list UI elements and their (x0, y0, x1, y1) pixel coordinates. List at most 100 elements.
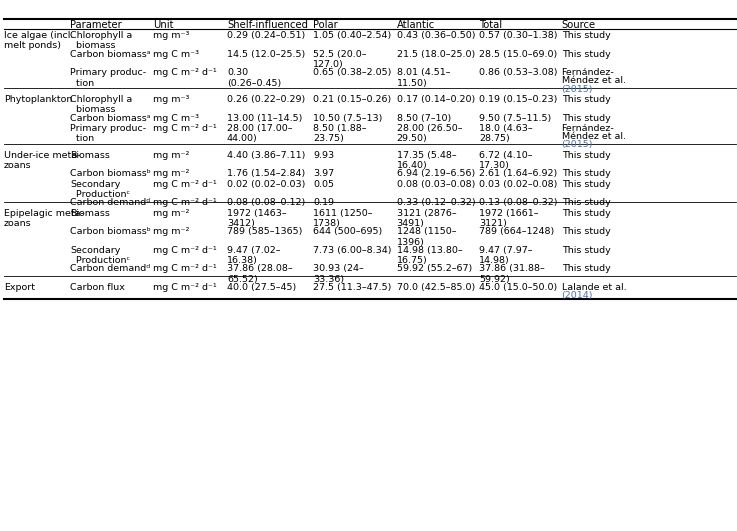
Text: Lalande et al.: Lalande et al. (562, 283, 626, 292)
Text: 70.0 (42.5–85.0): 70.0 (42.5–85.0) (397, 283, 475, 292)
Text: 0.19 (0.15–0.23): 0.19 (0.15–0.23) (479, 95, 557, 104)
Text: mg m⁻²: mg m⁻² (153, 227, 189, 236)
Text: 27.5 (11.3–47.5): 27.5 (11.3–47.5) (313, 283, 391, 292)
Text: 8.50 (7–10): 8.50 (7–10) (397, 114, 451, 123)
Text: Carbon biomassᵃ: Carbon biomassᵃ (70, 114, 150, 123)
Text: 28.5 (15.0–69.0): 28.5 (15.0–69.0) (479, 50, 557, 58)
Text: 17.35 (5.48–
16.40): 17.35 (5.48– 16.40) (397, 151, 456, 170)
Text: Ice algae (incl.
melt ponds): Ice algae (incl. melt ponds) (4, 31, 73, 50)
Text: (2015): (2015) (562, 85, 593, 93)
Text: This study: This study (562, 264, 610, 273)
Text: 4.40 (3.86–7.11): 4.40 (3.86–7.11) (227, 151, 305, 160)
Text: 0.29 (0.24–0.51): 0.29 (0.24–0.51) (227, 31, 305, 40)
Text: 789 (664–1248): 789 (664–1248) (479, 227, 554, 236)
Text: mg C m⁻² d⁻¹: mg C m⁻² d⁻¹ (153, 180, 217, 189)
Text: This study: This study (562, 180, 610, 189)
Text: 28.00 (26.50–
29.50): 28.00 (26.50– 29.50) (397, 124, 462, 143)
Text: Phytoplankton: Phytoplankton (4, 95, 72, 104)
Text: 0.21 (0.15–0.26): 0.21 (0.15–0.26) (313, 95, 391, 104)
Text: 0.08 (0.08–0.12): 0.08 (0.08–0.12) (227, 199, 305, 207)
Text: mg m⁻²: mg m⁻² (153, 209, 189, 218)
Text: mg m⁻²: mg m⁻² (153, 151, 189, 160)
Text: 3121 (2876–
3491): 3121 (2876– 3491) (397, 209, 456, 228)
Text: Secondary
  Productionᶜ: Secondary Productionᶜ (70, 246, 130, 266)
Text: 10.50 (7.5–13): 10.50 (7.5–13) (313, 114, 383, 123)
Text: Primary produc-
  tion: Primary produc- tion (70, 68, 146, 88)
Text: 1972 (1661–
3121): 1972 (1661– 3121) (479, 209, 539, 228)
Text: mg C m⁻² d⁻¹: mg C m⁻² d⁻¹ (153, 246, 217, 255)
Text: 9.47 (7.97–
14.98): 9.47 (7.97– 14.98) (479, 246, 533, 266)
Text: This study: This study (562, 227, 610, 236)
Text: 9.50 (7.5–11.5): 9.50 (7.5–11.5) (479, 114, 551, 123)
Text: 0.02 (0.02–0.03): 0.02 (0.02–0.03) (227, 180, 305, 189)
Text: 0.65 (0.38–2.05): 0.65 (0.38–2.05) (313, 68, 391, 77)
Text: mg m⁻³: mg m⁻³ (153, 95, 189, 104)
Text: mg C m⁻³: mg C m⁻³ (153, 114, 199, 123)
Text: Source: Source (562, 20, 595, 30)
Text: Carbon biomassᵃ: Carbon biomassᵃ (70, 50, 150, 58)
Text: Biomass: Biomass (70, 209, 110, 218)
Text: 0.86 (0.53–3.08): 0.86 (0.53–3.08) (479, 68, 558, 77)
Text: mg C m⁻² d⁻¹: mg C m⁻² d⁻¹ (153, 68, 217, 77)
Text: 9.47 (7.02–
16.38): 9.47 (7.02– 16.38) (227, 246, 281, 266)
Text: Shelf-influenced: Shelf-influenced (227, 20, 308, 30)
Text: Carbon biomassᵇ: Carbon biomassᵇ (70, 227, 151, 236)
Text: Epipelagic meta-
zoans: Epipelagic meta- zoans (4, 209, 83, 228)
Text: 37.86 (28.08–
65.52): 37.86 (28.08– 65.52) (227, 264, 293, 284)
Text: 13.00 (11–14.5): 13.00 (11–14.5) (227, 114, 302, 123)
Text: 30.93 (24–
33.36): 30.93 (24– 33.36) (313, 264, 364, 284)
Text: Fernández-: Fernández- (562, 68, 615, 77)
Text: This study: This study (562, 50, 610, 58)
Text: 1248 (1150–
1396): 1248 (1150– 1396) (397, 227, 456, 247)
Text: This study: This study (562, 199, 610, 207)
Text: 9.93: 9.93 (313, 151, 335, 160)
Text: 52.5 (20.0–
127.0): 52.5 (20.0– 127.0) (313, 50, 367, 69)
Text: mg C m⁻² d⁻¹: mg C m⁻² d⁻¹ (153, 199, 217, 207)
Text: Carbon biomassᵇ: Carbon biomassᵇ (70, 169, 151, 178)
Text: 37.86 (31.88–
59.92): 37.86 (31.88– 59.92) (479, 264, 545, 284)
Text: 1.76 (1.54–2.84): 1.76 (1.54–2.84) (227, 169, 305, 178)
Text: 45.0 (15.0–50.0): 45.0 (15.0–50.0) (479, 283, 557, 292)
Text: Secondary
  Productionᶜ: Secondary Productionᶜ (70, 180, 130, 199)
Text: 0.43 (0.36–0.50): 0.43 (0.36–0.50) (397, 31, 475, 40)
Text: 21.5 (18.0–25.0): 21.5 (18.0–25.0) (397, 50, 475, 58)
Text: Export: Export (4, 283, 35, 292)
Text: 7.73 (6.00–8.34): 7.73 (6.00–8.34) (313, 246, 392, 255)
Text: This study: This study (562, 114, 610, 123)
Text: 0.05: 0.05 (313, 180, 334, 189)
Text: mg C m⁻² d⁻¹: mg C m⁻² d⁻¹ (153, 264, 217, 273)
Text: Fernández-: Fernández- (562, 124, 615, 133)
Text: Parameter: Parameter (70, 20, 122, 30)
Text: Primary produc-
  tion: Primary produc- tion (70, 124, 146, 143)
Text: This study: This study (562, 246, 610, 255)
Text: Biomass: Biomass (70, 151, 110, 160)
Text: Chlorophyll a
  biomass: Chlorophyll a biomass (70, 95, 132, 115)
Text: This study: This study (562, 209, 610, 218)
Text: 0.33 (0.12–0.32): 0.33 (0.12–0.32) (397, 199, 475, 207)
Text: 59.92 (55.2–67): 59.92 (55.2–67) (397, 264, 472, 273)
Text: Under-ice meta-
zoans: Under-ice meta- zoans (4, 151, 80, 170)
Text: 1972 (1463–
3412): 1972 (1463– 3412) (227, 209, 287, 228)
Text: 644 (500–695): 644 (500–695) (313, 227, 383, 236)
Text: 40.0 (27.5–45): 40.0 (27.5–45) (227, 283, 296, 292)
Text: 0.57 (0.30–1.38): 0.57 (0.30–1.38) (479, 31, 558, 40)
Text: mg C m⁻³: mg C m⁻³ (153, 50, 199, 58)
Text: mg C m⁻² d⁻¹: mg C m⁻² d⁻¹ (153, 283, 217, 292)
Text: 0.19: 0.19 (313, 199, 334, 207)
Text: 3.97: 3.97 (313, 169, 335, 178)
Text: 2.61 (1.64–6.92): 2.61 (1.64–6.92) (479, 169, 557, 178)
Text: Unit: Unit (153, 20, 174, 30)
Text: 0.08 (0.03–0.08): 0.08 (0.03–0.08) (397, 180, 475, 189)
Text: 14.98 (13.80–
16.75): 14.98 (13.80– 16.75) (397, 246, 462, 266)
Text: mg m⁻³: mg m⁻³ (153, 31, 189, 40)
Text: 18.0 (4.63–
28.75): 18.0 (4.63– 28.75) (479, 124, 533, 143)
Text: This study: This study (562, 151, 610, 160)
Text: 6.94 (2.19–6.56): 6.94 (2.19–6.56) (397, 169, 475, 178)
Text: 0.03 (0.02–0.08): 0.03 (0.02–0.08) (479, 180, 557, 189)
Text: Chlorophyll a
  biomass: Chlorophyll a biomass (70, 31, 132, 50)
Text: 0.17 (0.14–0.20): 0.17 (0.14–0.20) (397, 95, 475, 104)
Text: Méndez et al.: Méndez et al. (562, 132, 626, 141)
Text: Total: Total (479, 20, 502, 30)
Text: Carbon flux: Carbon flux (70, 283, 125, 292)
Text: This study: This study (562, 95, 610, 104)
